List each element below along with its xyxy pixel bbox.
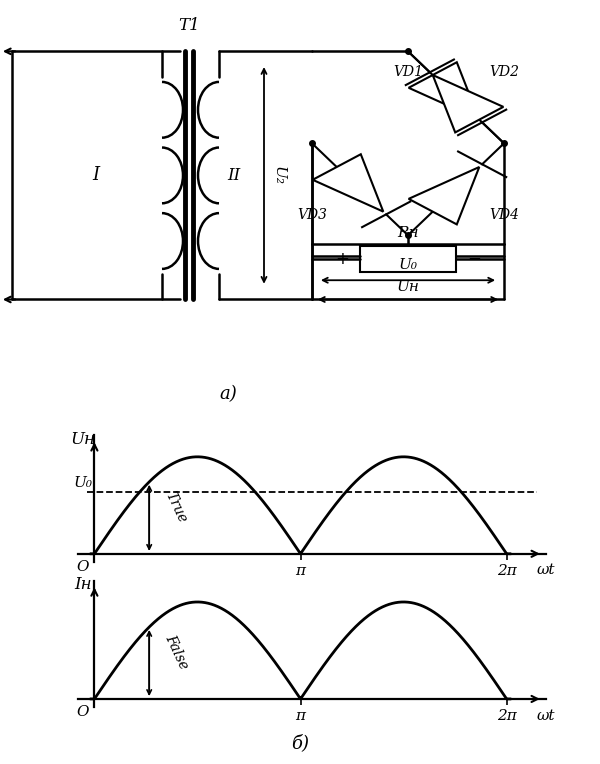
Text: VD4: VD4 — [489, 208, 519, 222]
Text: O: O — [76, 559, 89, 574]
Text: Iн: Iн — [74, 576, 91, 593]
Text: ωt: ωt — [537, 564, 555, 578]
Text: VD3: VD3 — [297, 208, 327, 222]
Text: VD1: VD1 — [393, 65, 423, 79]
Text: −: − — [467, 250, 481, 268]
Text: VD2: VD2 — [489, 65, 519, 79]
Text: Т1: Т1 — [178, 17, 200, 34]
Text: U₂: U₂ — [272, 166, 286, 185]
Text: а): а) — [219, 384, 237, 403]
Text: Rн: Rн — [397, 225, 419, 240]
Text: U₀: U₀ — [73, 476, 92, 490]
Text: U₀: U₀ — [398, 257, 418, 272]
Polygon shape — [313, 154, 383, 212]
Text: б): б) — [291, 733, 309, 752]
Text: Uн: Uн — [397, 280, 419, 294]
Text: True: True — [163, 489, 189, 525]
Bar — [360, 246, 456, 272]
Text: ωt: ωt — [537, 709, 555, 723]
Text: +: + — [335, 250, 349, 268]
Text: O: O — [76, 704, 89, 719]
Text: Uн: Uн — [70, 431, 95, 448]
Text: II: II — [227, 167, 241, 184]
Polygon shape — [409, 167, 479, 225]
Text: I: I — [92, 167, 100, 184]
Polygon shape — [409, 62, 479, 120]
Text: False: False — [163, 633, 191, 672]
Polygon shape — [433, 75, 503, 132]
